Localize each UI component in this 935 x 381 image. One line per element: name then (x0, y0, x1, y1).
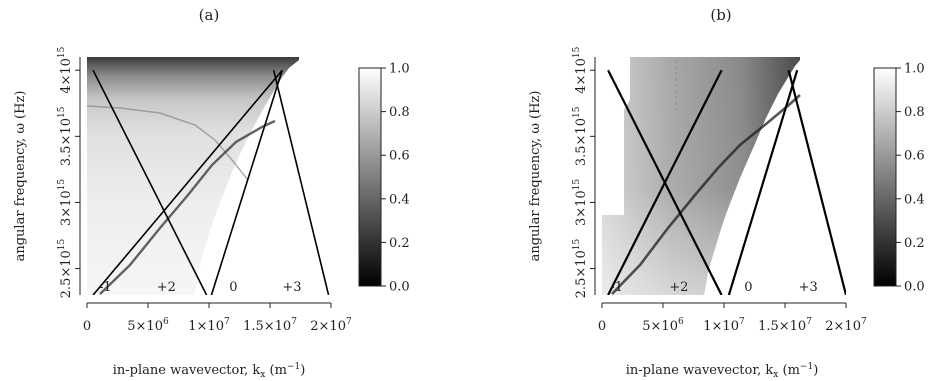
panel-a-x-tick-label-2: 1×107 (188, 317, 230, 334)
panel-b-x-tick-label-0: 0 (598, 319, 606, 334)
panel-a-y-tick-label-1: 3×1015 (57, 179, 74, 226)
panel-a-x-tick-label-1: 5×106 (127, 317, 169, 334)
panel-a-ylabel: angular frequency, ω (Hz) (13, 91, 28, 262)
panel-b-colorbar-label-5: 1.0 (904, 62, 925, 77)
panel-b-y-tick-label-3: 4×1015 (572, 46, 589, 93)
panel-b-heatmap (602, 57, 846, 295)
panel-b-tag: (b) (710, 6, 731, 24)
panel-a-mode-band (99, 119, 276, 295)
panel-a-y-ticks: 2.5×1015 3×1015 3.5×1015 4×1015 (57, 46, 80, 298)
panel-a-order-line-4 (272, 70, 330, 295)
panel-a-order-line-3 (210, 69, 283, 295)
panel-a-xlabel: in-plane wavevector, kx (m−1) (113, 362, 306, 380)
panel-b-mode-band (611, 94, 801, 295)
panel-a-y-tick-label-3: 4×1015 (57, 46, 74, 93)
panel-a-colorbar (358, 67, 382, 287)
panel-b-xlabel: in-plane wavevector, kx (m−1) (626, 362, 819, 380)
panel-a-diffraction-lines (92, 69, 330, 295)
panel-b-order-line-4 (787, 69, 846, 295)
panel-b-x-tick-label-3: 1.5×107 (758, 317, 812, 334)
panel-b-x-tick-label-2: 1×107 (703, 317, 745, 334)
panel-b-order-label-4: +3 (799, 280, 818, 295)
panel-a-colorbar-label-4: 0.8 (389, 105, 410, 120)
panel-a-x-tick-label-4: 2×107 (310, 317, 352, 334)
panel-b-colorbar-label-0: 0.0 (904, 280, 925, 295)
panel-b-colorbar-label-2: 0.4 (904, 192, 925, 207)
panel-a-y-tick-label-2: 3.5×1015 (57, 106, 74, 166)
panel-a: (a) 0 5×106 1×107 1.5×107 2×107 2.5×1015 3×10… (13, 6, 410, 380)
panel-b-colorbar-label-3: 0.6 (904, 149, 925, 164)
panel-b-y-tick-label-0: 2.5×1015 (572, 239, 589, 299)
panel-b-y-tick-label-1: 3×1015 (572, 179, 589, 226)
panel-b-order-label-3: 0 (744, 280, 752, 295)
panel-b-x-tick-label-4: 2×107 (825, 317, 867, 334)
panel-b: (b) 0 5×106 1×107 1.5×107 2×107 2.5×1015 3×10… (528, 6, 925, 380)
panel-b-y-tick-label-2: 3.5×1015 (572, 106, 589, 166)
panel-a-y-tick-label-0: 2.5×1015 (57, 239, 74, 299)
panel-b-order-label-2: +2 (669, 280, 688, 295)
panel-a-colorbar-label-3: 0.6 (389, 149, 410, 164)
panel-a-colorbar-label-2: 0.4 (389, 192, 410, 207)
panel-b-x-ticks: 0 5×106 1×107 1.5×107 2×107 (598, 303, 867, 334)
panel-a-order-label-2: +2 (157, 280, 176, 295)
panel-b-order-line-3 (727, 69, 799, 295)
panel-b-colorbar (873, 67, 897, 287)
panel-a-x-ticks: 0 5×106 1×107 1.5×107 2×107 (83, 303, 352, 334)
panel-a-colorbar-ticks: 0.0 0.2 0.4 0.6 0.8 1.0 (381, 62, 410, 295)
panel-a-order-label-4: +3 (282, 280, 301, 295)
panel-b-colorbar-label-1: 0.2 (904, 236, 925, 251)
panel-a-order-line-2 (92, 69, 208, 295)
panel-a-order-label-1: -1 (99, 280, 112, 295)
panel-b-diffraction-lines (607, 69, 846, 295)
panel-a-colorbar-label-5: 1.0 (389, 62, 410, 77)
panel-a-order-line-1 (92, 69, 283, 295)
panel-b-y-ticks: 2.5×1015 3×1015 3.5×1015 4×1015 (572, 46, 595, 298)
panel-b-order-label-1: -1 (610, 280, 623, 295)
panel-a-x-tick-label-0: 0 (83, 319, 91, 334)
panel-b-colorbar-label-4: 0.8 (904, 105, 925, 120)
panel-b-colorbar-ticks: 0.0 0.2 0.4 0.6 0.8 1.0 (896, 62, 925, 295)
panel-a-x-tick-label-3: 1.5×107 (243, 317, 297, 334)
panel-a-tag: (a) (199, 6, 220, 24)
panel-a-colorbar-label-0: 0.0 (389, 280, 410, 295)
panel-a-order-label-3: 0 (229, 280, 237, 295)
panel-a-colorbar-label-1: 0.2 (389, 236, 410, 251)
panel-b-order-line-2 (607, 69, 723, 295)
panel-b-x-tick-label-1: 5×106 (642, 317, 684, 334)
panel-b-ylabel: angular frequency, ω (Hz) (528, 91, 543, 262)
